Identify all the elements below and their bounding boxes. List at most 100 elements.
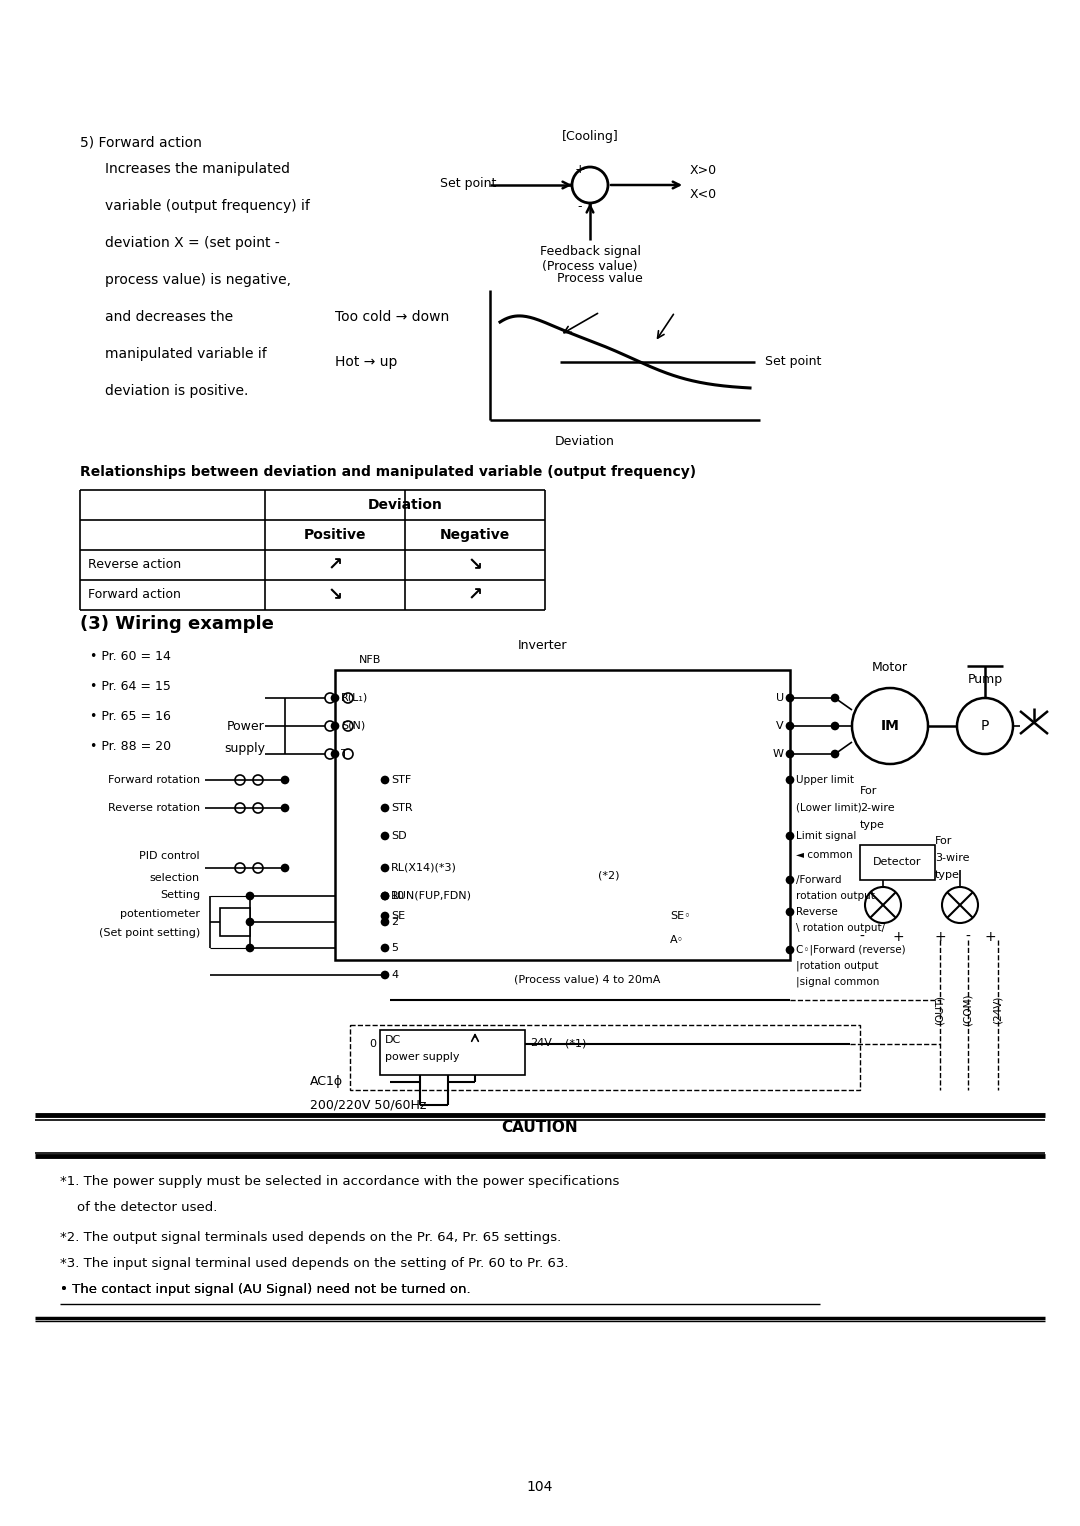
Text: /Forward: /Forward	[796, 874, 841, 885]
Text: Limit signal: Limit signal	[796, 832, 856, 841]
Text: Reverse rotation: Reverse rotation	[108, 803, 200, 813]
Text: PID control: PID control	[139, 852, 200, 861]
Text: • The contact input signal (AU Signal) need not be turned on.: • The contact input signal (AU Signal) n…	[60, 1283, 471, 1296]
Text: Deviation: Deviation	[367, 497, 443, 513]
Text: Deviation: Deviation	[555, 435, 615, 449]
Text: ↘: ↘	[468, 555, 483, 574]
Text: *1. The power supply must be selected in accordance with the power specification: *1. The power supply must be selected in…	[60, 1175, 619, 1189]
Text: manipulated variable if: manipulated variable if	[105, 346, 267, 362]
Circle shape	[282, 865, 288, 871]
Text: |signal common: |signal common	[796, 977, 879, 987]
Text: ◄ common: ◄ common	[796, 850, 852, 861]
Text: • Pr. 60 = 14: • Pr. 60 = 14	[90, 650, 171, 662]
Text: U: U	[775, 693, 784, 703]
Text: variable (output frequency) if: variable (output frequency) if	[105, 198, 310, 214]
Circle shape	[832, 722, 838, 729]
Text: Power: Power	[227, 720, 265, 732]
Text: Set point: Set point	[765, 356, 822, 368]
Text: -: -	[578, 200, 582, 214]
Circle shape	[381, 913, 389, 920]
Text: (24V): (24V)	[993, 996, 1003, 1024]
Circle shape	[381, 919, 389, 925]
Circle shape	[332, 722, 338, 729]
Text: 0: 0	[369, 1039, 376, 1048]
Text: (OUT): (OUT)	[935, 995, 945, 1025]
Text: *3. The input signal terminal used depends on the setting of Pr. 60 to Pr. 63.: *3. The input signal terminal used depen…	[60, 1257, 568, 1270]
Text: Too cold → down: Too cold → down	[335, 310, 449, 324]
Text: 104: 104	[527, 1480, 553, 1494]
Text: T: T	[341, 749, 348, 758]
Text: Positive: Positive	[303, 528, 366, 542]
Text: Hot → up: Hot → up	[335, 356, 397, 369]
Text: X<0: X<0	[690, 189, 717, 201]
Circle shape	[786, 751, 794, 757]
Circle shape	[381, 893, 389, 899]
Text: Setting: Setting	[160, 890, 200, 900]
Text: • Pr. 64 = 15: • Pr. 64 = 15	[90, 681, 171, 693]
Text: Detector: Detector	[873, 858, 921, 867]
Text: 3-wire: 3-wire	[935, 853, 970, 864]
Text: 2: 2	[391, 917, 399, 926]
Text: 200/220V 50/60Hz: 200/220V 50/60Hz	[310, 1099, 427, 1111]
Text: RUN(FUP,FDN): RUN(FUP,FDN)	[391, 891, 472, 900]
Text: |rotation output: |rotation output	[796, 961, 878, 971]
Circle shape	[246, 945, 254, 952]
Text: and decreases the: and decreases the	[105, 310, 233, 324]
Text: (3) Wiring example: (3) Wiring example	[80, 615, 274, 633]
Text: Relationships between deviation and manipulated variable (output frequency): Relationships between deviation and mani…	[80, 465, 697, 479]
Text: potentiometer: potentiometer	[120, 909, 200, 919]
Text: -: -	[860, 929, 864, 945]
Text: \ rotation output/: \ rotation output/	[796, 923, 886, 932]
Text: -: -	[966, 929, 971, 945]
Text: RL(X14)(*3): RL(X14)(*3)	[391, 864, 457, 873]
Circle shape	[246, 919, 254, 925]
Text: • The contact input signal (AU Signal) need not be turned on.: • The contact input signal (AU Signal) n…	[60, 1283, 471, 1296]
Circle shape	[381, 945, 389, 952]
Text: V: V	[777, 720, 784, 731]
Text: • Pr. 88 = 20: • Pr. 88 = 20	[90, 740, 171, 752]
Text: deviation X = (set point -: deviation X = (set point -	[105, 237, 280, 250]
Circle shape	[381, 777, 389, 783]
Text: Reverse action: Reverse action	[87, 559, 181, 572]
Text: R(L₁): R(L₁)	[341, 693, 368, 703]
Text: [Cooling]: [Cooling]	[562, 130, 619, 143]
Text: For: For	[860, 786, 877, 797]
Text: 2-wire: 2-wire	[860, 803, 894, 813]
Text: (Set point setting): (Set point setting)	[98, 928, 200, 938]
Text: type: type	[860, 819, 885, 830]
Text: ↗: ↗	[468, 586, 483, 604]
Text: ↗: ↗	[327, 555, 342, 574]
Circle shape	[786, 876, 794, 884]
Circle shape	[332, 751, 338, 757]
Text: Inverter: Inverter	[517, 639, 567, 652]
Text: Pump: Pump	[968, 673, 1002, 687]
Text: 24V: 24V	[530, 1038, 552, 1048]
Text: A◦: A◦	[670, 935, 685, 945]
Text: supply: supply	[224, 742, 265, 755]
Bar	[220, 908, 249, 935]
Circle shape	[381, 865, 389, 871]
Text: Upper limit: Upper limit	[796, 775, 854, 784]
Text: +: +	[575, 163, 585, 175]
Circle shape	[786, 777, 794, 783]
Circle shape	[332, 694, 338, 702]
Text: SE◦: SE◦	[670, 911, 691, 922]
Text: For: For	[935, 836, 953, 845]
Text: ↘: ↘	[327, 586, 342, 604]
Text: +: +	[984, 929, 996, 945]
Text: (*2): (*2)	[598, 871, 620, 881]
Text: Increases the manipulated: Increases the manipulated	[105, 162, 291, 175]
Text: STR: STR	[391, 803, 413, 813]
Text: deviation is positive.: deviation is positive.	[105, 385, 248, 398]
Text: X>0: X>0	[690, 163, 717, 177]
Text: SE: SE	[391, 911, 405, 922]
Circle shape	[786, 722, 794, 729]
Text: selection: selection	[150, 873, 200, 884]
Circle shape	[282, 804, 288, 812]
Text: C◦|Forward (reverse): C◦|Forward (reverse)	[796, 945, 906, 955]
Text: Process value: Process value	[557, 272, 643, 285]
Text: (Lower limit): (Lower limit)	[796, 803, 862, 813]
Text: Motor: Motor	[872, 661, 908, 674]
Text: Feedback signal
(Process value): Feedback signal (Process value)	[540, 246, 640, 273]
Text: 5: 5	[391, 943, 399, 954]
